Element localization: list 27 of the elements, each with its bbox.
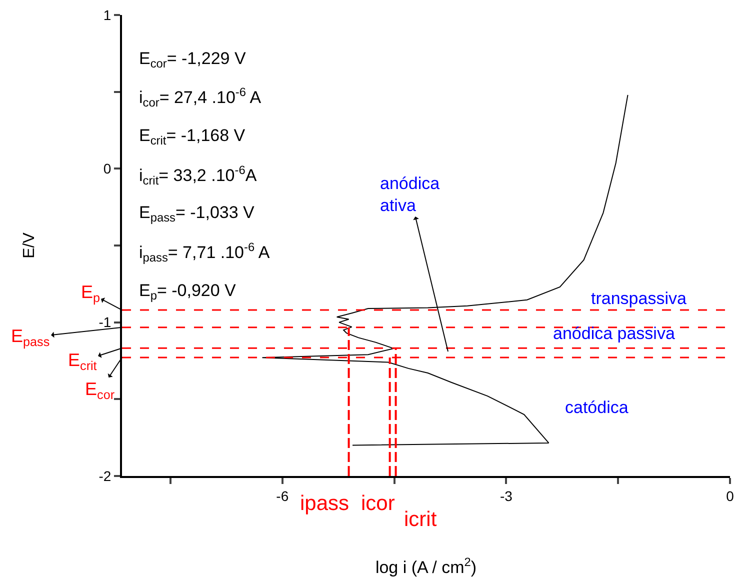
ref-line-label: E$_{pass}$ [11,326,50,349]
ref-line-label: E$_{cor}$ [85,379,115,402]
annotation: E$_{p}$= -0,920 V [139,281,237,303]
annotation: anódica ativa [380,174,440,216]
ref-line-label: E$_{crit}$ [68,350,98,373]
x-tick-label: -3 [500,488,513,504]
y-tick-label: -1 [98,314,112,330]
annotation: i$_{crit}$= 33,2 .10$^{-6}$A [139,163,258,188]
annotation: i$_{cor}$= 27,4 .10$^{-6}$ A [139,85,262,110]
y-tick-label: 0 [103,160,112,177]
annotation: icor [361,492,395,515]
annotation: catódica [565,398,629,417]
annotation: anódica passiva [553,324,676,343]
annotation: i$_{pass}$= 7,71 .10$^{-6}$ A [139,240,270,265]
y-tick-label: -2 [98,468,112,484]
y-tick-label: 1 [103,6,112,23]
annotation: ipass [300,492,350,515]
annotation: transpassiva [591,289,687,308]
y-axis-title: E/V [21,232,38,258]
x-axis-title: log i (A / cm$^{2}$) [375,554,477,577]
annotation: E$_{pass}$= -1,033 V [139,203,256,225]
annotation: E$_{crit}$= -1,168 V [139,126,246,148]
annotation: icrit [404,508,437,531]
ref-line-label: E$_{p}$ [81,282,100,305]
annotation: E$_{cor}$= -1,229 V [139,49,246,71]
x-tick-label: -6 [276,488,289,504]
x-tick-label: 0 [726,488,734,504]
